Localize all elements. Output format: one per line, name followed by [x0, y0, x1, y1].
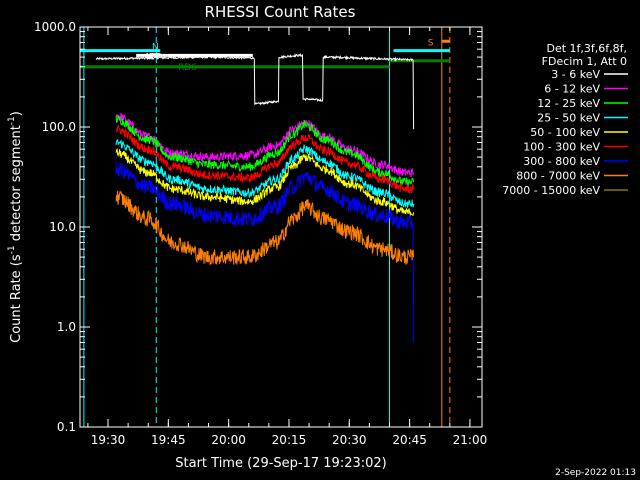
legend-header-0: Det 1f,3f,6f,8f,: [546, 42, 627, 55]
footer-timestamp: 2-Sep-2022 01:13: [555, 468, 636, 478]
legend-entry-label-7: 800 - 7000 keV: [516, 170, 600, 183]
x-tick-label-1: 19:45: [151, 433, 186, 447]
chart-title: RHESSI Count Rates: [205, 3, 356, 21]
series-line-300-800kev: [115, 161, 415, 343]
x-axis: 19:30 19:45 20:00 20:15 20:30 20:45 21:00: [87, 27, 488, 447]
y-tick-label-4: 1000.0: [34, 20, 76, 34]
y-tick-label-0: 0.1: [57, 420, 76, 434]
legend-entry-label-5: 100 - 300 keV: [523, 141, 600, 154]
legend-entry-label-6: 300 - 800 keV: [523, 155, 600, 168]
series-line-12-25kev: [115, 115, 415, 188]
legend-entry-label-2: 12 - 25 keV: [537, 97, 600, 110]
x-tick-label-6: 21:00: [453, 433, 488, 447]
series-line-800-7000kev: [115, 189, 415, 265]
x-tick-label-4: 20:30: [332, 433, 367, 447]
x-tick-label-2: 20:00: [211, 433, 246, 447]
series-line-100-300kev: [115, 124, 415, 194]
x-tick-label-5: 20:45: [392, 433, 427, 447]
legend-header-1: FDecim 1, Att 0: [542, 55, 627, 68]
series-line-25-50kev: [115, 139, 415, 208]
legend-entry-label-3: 25 - 50 keV: [537, 112, 600, 125]
legend-entry-label-4: 50 - 100 keV: [530, 126, 600, 139]
flag-label-n: N: [152, 43, 159, 53]
y-axis: 0.1 1.0 10.0 100.0 1000.0: [34, 20, 482, 434]
flag-label-s: S: [428, 38, 434, 48]
flag-label-rd6: RD6: [178, 63, 197, 73]
y-tick-label-1: 1.0: [57, 320, 76, 334]
legend-entry-label-1: 6 - 12 keV: [544, 83, 600, 96]
series-line-3-6kev: [95, 53, 415, 130]
legend-entry-label-0: 3 - 6 keV: [551, 68, 600, 81]
y-tick-label-2: 10.0: [49, 220, 76, 234]
y-tick-label-3: 100.0: [42, 120, 76, 134]
series-line-50-100kev: [115, 148, 415, 217]
legend-entry-label-8: 7000 - 15000 keV: [502, 184, 600, 197]
series-line-6-12kev: [115, 112, 415, 177]
legend: Det 1f,3f,6f,8f,FDecim 1, Att 03 - 6 keV…: [502, 42, 628, 197]
flag-label-att: ATT: [144, 52, 161, 62]
x-tick-label-0: 19:30: [91, 433, 126, 447]
y-axis-label: Count Rate (s-1 detector segment-1): [7, 111, 24, 343]
x-tick-label-3: 20:15: [272, 433, 307, 447]
x-axis-label: Start Time (29-Sep-17 19:23:02): [175, 456, 386, 471]
